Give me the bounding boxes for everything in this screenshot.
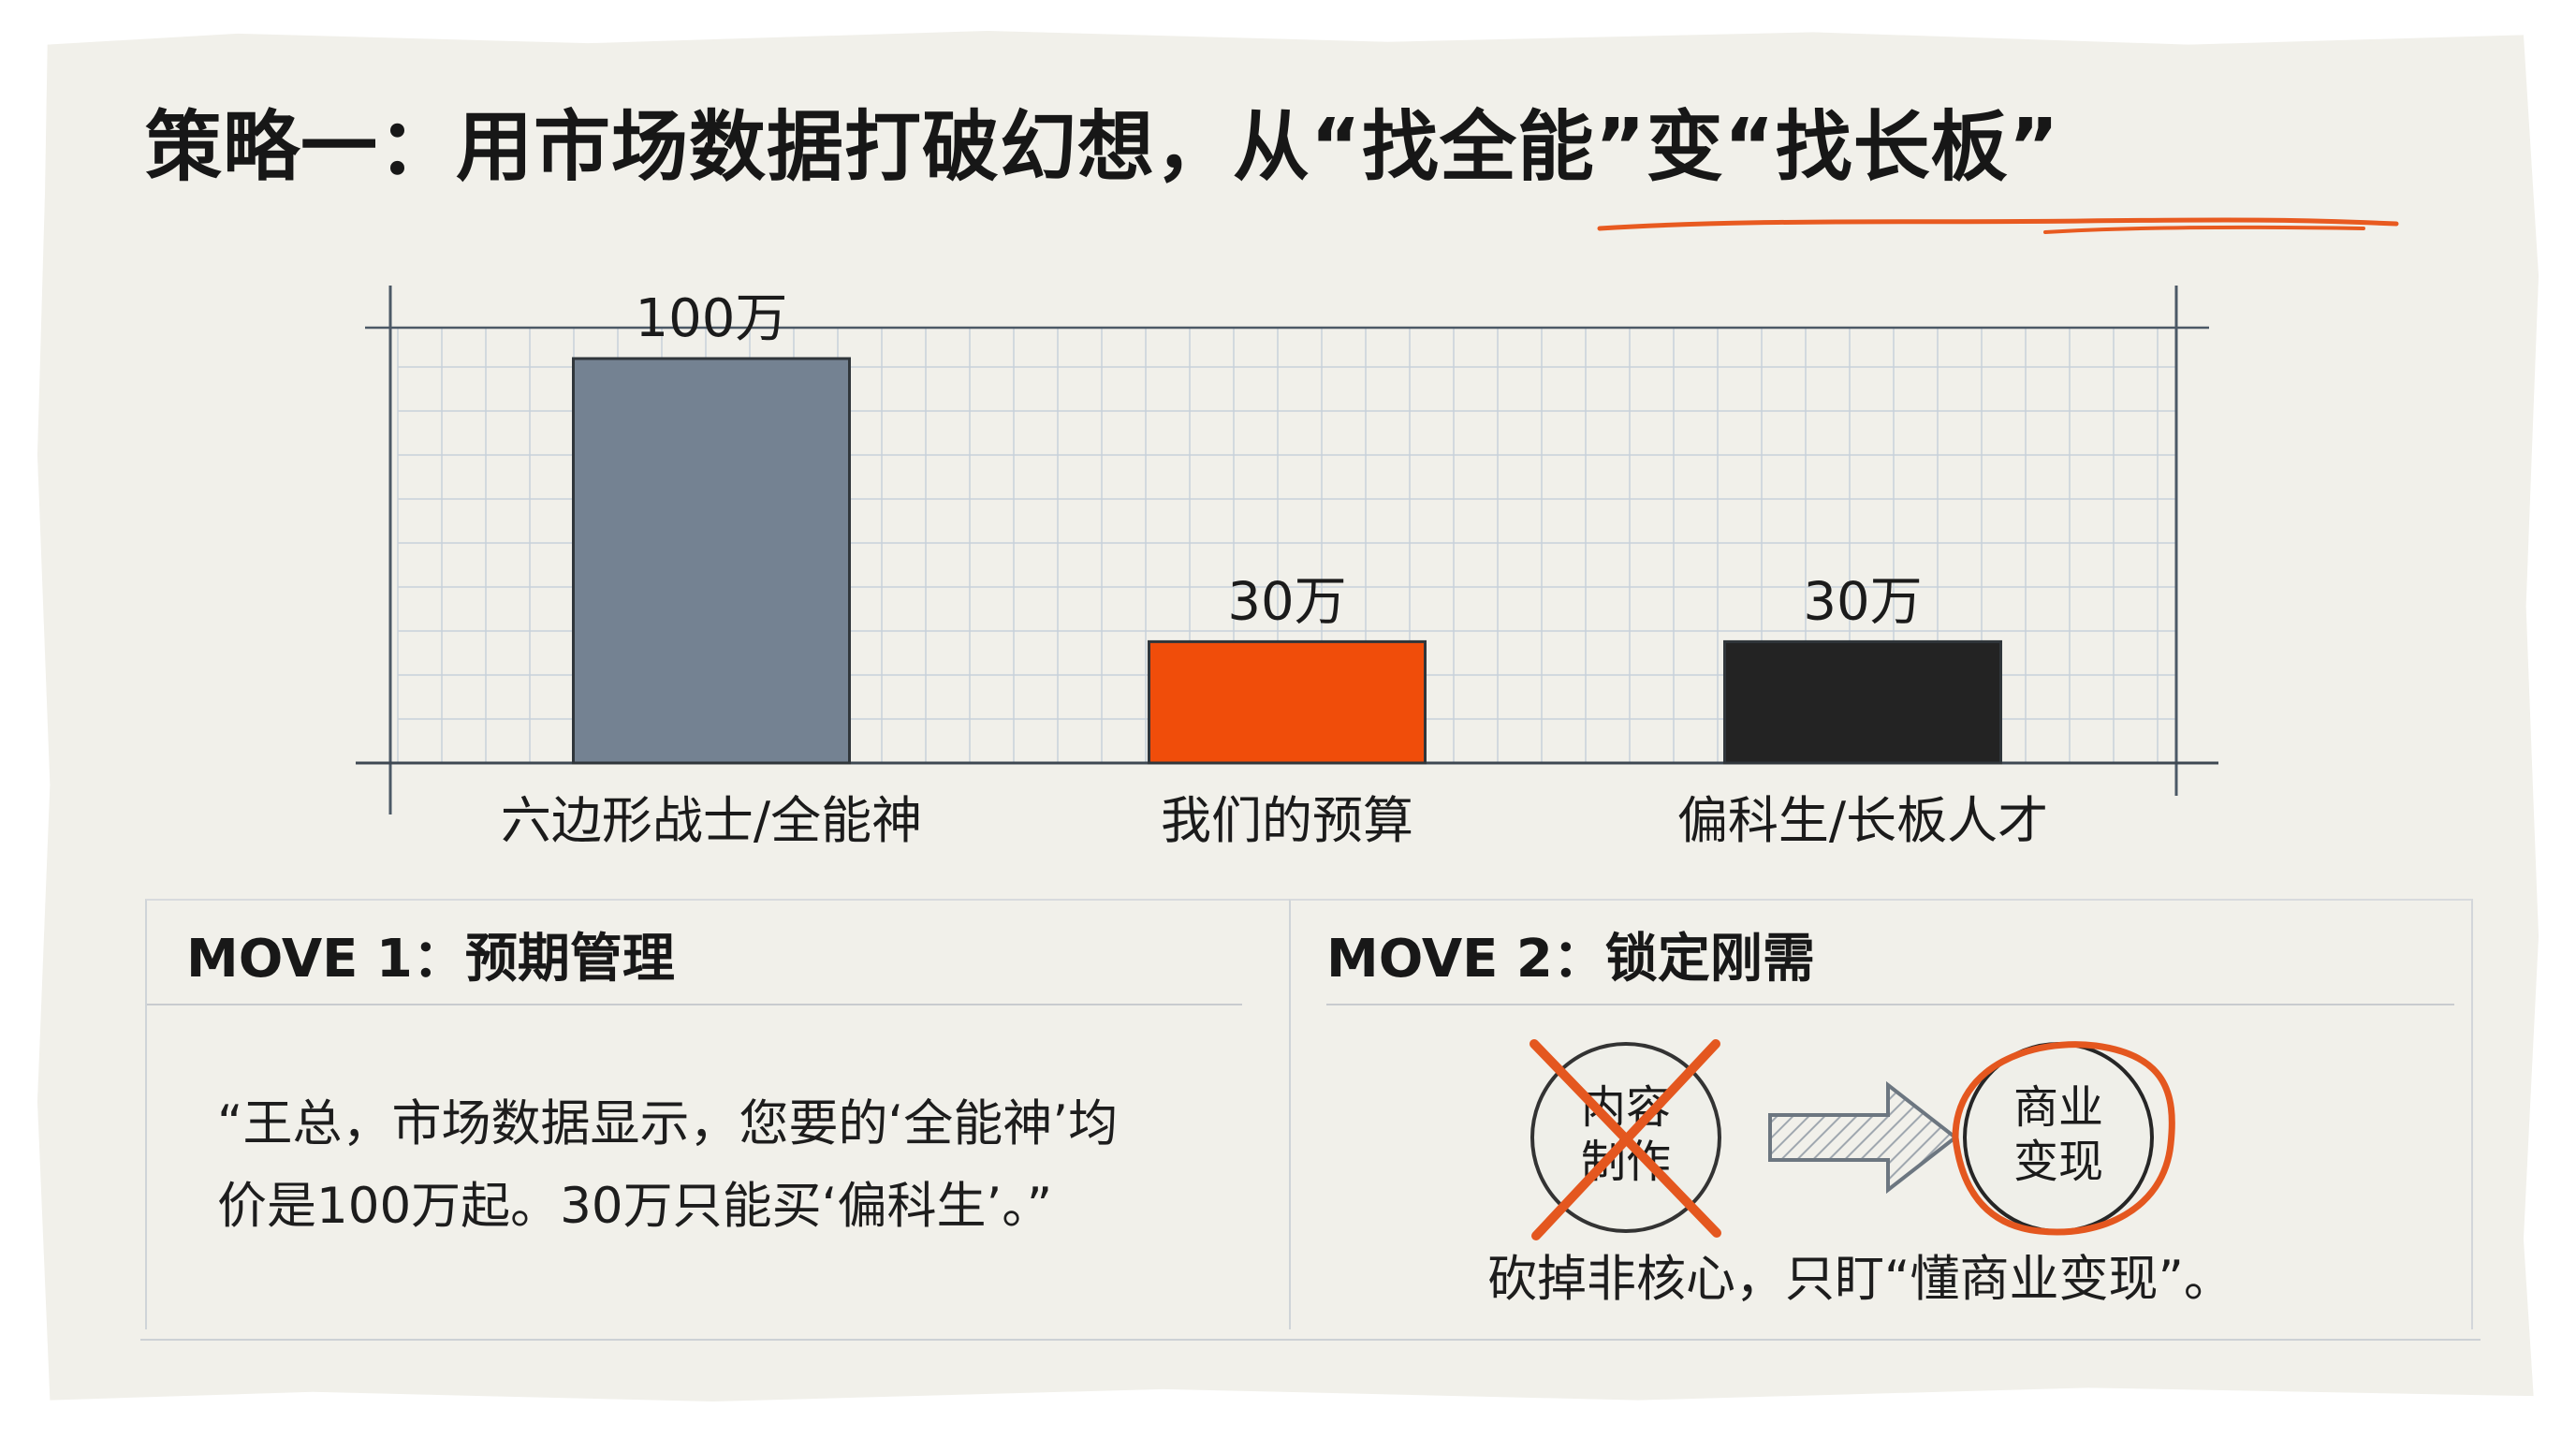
bar-value-label-2: 30万 [1227, 571, 1346, 632]
bottom-divider [140, 1339, 2481, 1341]
move-2-panel: MOVE 2：锁定刚需 内容 制作 商业 变现 砍掉非核 [1289, 899, 2473, 1329]
move-2-title: MOVE 2：锁定刚需 [1326, 929, 1815, 990]
bar-value-label-3: 30万 [1803, 571, 1922, 632]
circled-label-line-2: 变现 [2013, 1136, 2103, 1188]
cross-out-icon [1530, 1039, 1721, 1240]
move-1-quote: “王总，市场数据显示，您要的‘全能神’均 价是100万起。30万只能买‘偏科生’… [217, 1083, 1266, 1248]
category-label-3: 偏科生/长板人才 [1677, 791, 2048, 850]
category-label-2: 我们的预算 [1161, 791, 1413, 850]
bar-1 [572, 357, 851, 765]
page-title: 策略一：用市场数据打破幻想，从“找全能”变“找长板” [145, 103, 2060, 192]
move-1-title: MOVE 1：预期管理 [186, 929, 675, 990]
bar-value-label-1: 100万 [636, 288, 788, 349]
move-2-divider [1326, 1004, 2454, 1005]
right-arrow-icon [1768, 1080, 1959, 1195]
move-1-quote-line-1: “王总，市场数据显示，您要的‘全能神’均 [217, 1095, 1119, 1152]
circled-commercial-monetization: 商业 变现 [1952, 1041, 2175, 1236]
category-label-1: 六边形战士/全能神 [501, 791, 922, 850]
title-underline [1597, 217, 2399, 234]
move-1-divider [147, 1004, 1242, 1005]
circled-label-line-1: 商业 [2013, 1081, 2103, 1134]
focus-shift-diagram: 内容 制作 商业 变现 [1530, 1039, 2175, 1240]
move-1-quote-line-2: 价是100万起。30万只能买‘偏科生’。” [217, 1178, 1053, 1235]
move-2-caption: 砍掉非核心，只盯“懂商业变现”。 [1487, 1251, 2233, 1308]
bar-2 [1148, 639, 1427, 765]
crossed-content-production: 内容 制作 [1530, 1039, 1721, 1240]
move-1-panel: MOVE 1：预期管理 “王总，市场数据显示，您要的‘全能神’均 价是100万起… [145, 899, 1289, 1329]
bar-3 [1723, 639, 2002, 765]
